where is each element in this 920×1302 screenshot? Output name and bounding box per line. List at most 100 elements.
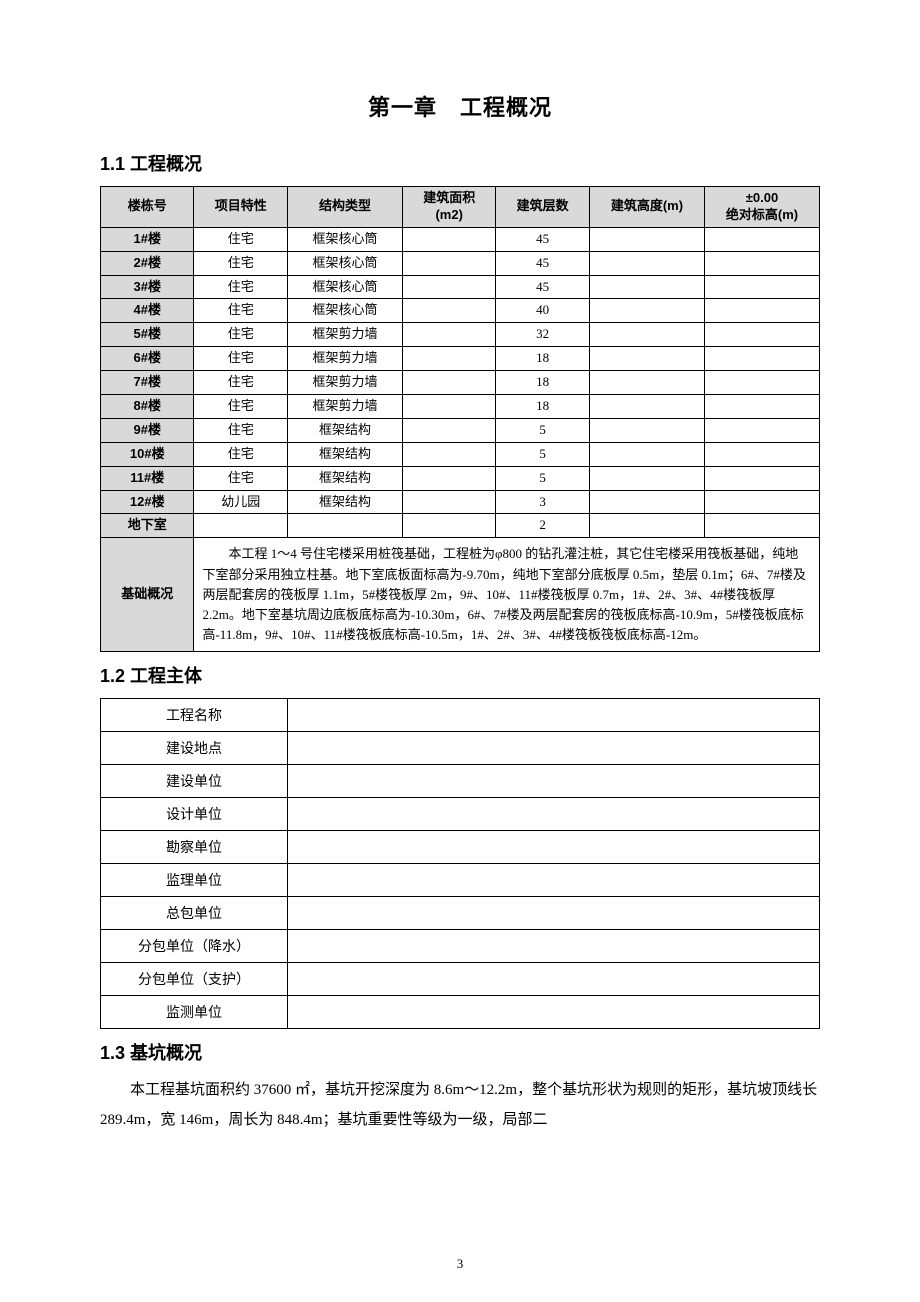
project-body-value xyxy=(287,798,819,831)
table-row: 勘察单位 xyxy=(101,831,820,864)
table-cell xyxy=(402,442,495,466)
th-building-no: 楼栋号 xyxy=(101,187,194,228)
table-cell xyxy=(402,347,495,371)
table-cell xyxy=(704,251,819,275)
table-cell: 5#楼 xyxy=(101,323,194,347)
table-cell xyxy=(704,371,819,395)
table-row-foundation: 基础概况本工程 1～4 号住宅楼采用桩筏基础，工程桩为φ800 的钻孔灌注桩，其… xyxy=(101,538,820,652)
table-cell: 5 xyxy=(496,418,589,442)
table-cell xyxy=(589,275,704,299)
table-cell: 幼儿园 xyxy=(194,490,287,514)
table-cell xyxy=(589,442,704,466)
project-body-value xyxy=(287,732,819,765)
project-body-value xyxy=(287,897,819,930)
table-cell xyxy=(589,514,704,538)
project-body-label: 勘察单位 xyxy=(101,831,288,864)
table-cell: 地下室 xyxy=(101,514,194,538)
table-row: 监测单位 xyxy=(101,996,820,1029)
th-abs-elev-line1: ±0.00 xyxy=(746,190,778,205)
table-cell: 32 xyxy=(496,323,589,347)
table-row: 建设地点 xyxy=(101,732,820,765)
table-cell xyxy=(589,251,704,275)
table-cell xyxy=(402,490,495,514)
table-cell: 住宅 xyxy=(194,395,287,419)
project-body-label: 分包单位（降水） xyxy=(101,930,288,963)
table-cell: 住宅 xyxy=(194,323,287,347)
table-cell: 框架结构 xyxy=(287,490,402,514)
table-cell: 框架核心筒 xyxy=(287,227,402,251)
table-row: 4#楼住宅框架核心筒40 xyxy=(101,299,820,323)
table1-head: 楼栋号 项目特性 结构类型 建筑面积 (m2) 建筑层数 建筑高度(m) ±0.… xyxy=(101,187,820,228)
table-cell: 7#楼 xyxy=(101,371,194,395)
table-cell xyxy=(589,323,704,347)
table-cell xyxy=(704,514,819,538)
table-cell: 2 xyxy=(496,514,589,538)
table-cell xyxy=(402,514,495,538)
project-body-value xyxy=(287,699,819,732)
section-1-3-paragraph: 本工程基坑面积约 37600 ㎡，基坑开挖深度为 8.6m～12.2m，整个基坑… xyxy=(100,1075,820,1135)
table-cell xyxy=(402,418,495,442)
table-cell xyxy=(589,490,704,514)
table-cell xyxy=(704,299,819,323)
table-cell: 框架核心筒 xyxy=(287,299,402,323)
project-body-value xyxy=(287,831,819,864)
table-cell: 住宅 xyxy=(194,227,287,251)
table-cell: 12#楼 xyxy=(101,490,194,514)
table-cell xyxy=(402,466,495,490)
table-cell: 框架核心筒 xyxy=(287,251,402,275)
table-cell xyxy=(402,323,495,347)
table2-body: 工程名称建设地点建设单位设计单位勘察单位监理单位总包单位分包单位（降水）分包单位… xyxy=(101,699,820,1029)
table-cell xyxy=(589,371,704,395)
table-cell xyxy=(287,514,402,538)
table-row: 12#楼幼儿园框架结构 3 xyxy=(101,490,820,514)
table-cell: 8#楼 xyxy=(101,395,194,419)
table-cell xyxy=(704,227,819,251)
table-cell xyxy=(704,323,819,347)
table-cell xyxy=(194,514,287,538)
table-cell: 10#楼 xyxy=(101,442,194,466)
table-cell: 框架剪力墙 xyxy=(287,371,402,395)
table-cell xyxy=(402,251,495,275)
table-row: 10#楼住宅框架结构5 xyxy=(101,442,820,466)
table-row: 建设单位 xyxy=(101,765,820,798)
table-cell: 9#楼 xyxy=(101,418,194,442)
project-body-label: 监测单位 xyxy=(101,996,288,1029)
table-row: 1#楼住宅框架核心筒45 xyxy=(101,227,820,251)
table-row: 设计单位 xyxy=(101,798,820,831)
table-row: 3#楼住宅框架核心筒45 xyxy=(101,275,820,299)
table-cell xyxy=(704,347,819,371)
table-cell xyxy=(402,371,495,395)
project-body-label: 建设地点 xyxy=(101,732,288,765)
table-cell: 住宅 xyxy=(194,371,287,395)
table-cell: 18 xyxy=(496,371,589,395)
th-area-line2: (m2) xyxy=(435,207,462,222)
table-row: 监理单位 xyxy=(101,864,820,897)
table-row: 5#楼住宅框架剪力墙 32 xyxy=(101,323,820,347)
project-body-value xyxy=(287,765,819,798)
table-row: 11#楼住宅框架结构5 xyxy=(101,466,820,490)
table-cell xyxy=(589,418,704,442)
table-cell xyxy=(589,227,704,251)
project-body-label: 设计单位 xyxy=(101,798,288,831)
document-page: 第一章 工程概况 1.1 工程概况 楼栋号 项目特性 结构类型 建筑面积 (m2… xyxy=(0,0,920,1302)
table-cell: 住宅 xyxy=(194,466,287,490)
table-cell: 1#楼 xyxy=(101,227,194,251)
table-cell: 3#楼 xyxy=(101,275,194,299)
th-area-line1: 建筑面积 xyxy=(423,190,475,205)
table-cell xyxy=(704,418,819,442)
table-row: 工程名称 xyxy=(101,699,820,732)
table-cell: 框架结构 xyxy=(287,442,402,466)
table-cell: 框架剪力墙 xyxy=(287,323,402,347)
table-cell xyxy=(704,275,819,299)
th-structure-type: 结构类型 xyxy=(287,187,402,228)
table-row: 地下室 2 xyxy=(101,514,820,538)
table-row: 8#楼住宅框架剪力墙18 xyxy=(101,395,820,419)
chapter-title: 第一章 工程概况 xyxy=(100,90,820,122)
table-cell: 框架剪力墙 xyxy=(287,347,402,371)
project-body-label: 建设单位 xyxy=(101,765,288,798)
section-1-3-title: 1.3 基坑概况 xyxy=(100,1039,820,1065)
table-cell xyxy=(402,395,495,419)
table-cell: 45 xyxy=(496,275,589,299)
table-row: 2#楼住宅框架核心筒45 xyxy=(101,251,820,275)
table-cell: 3 xyxy=(496,490,589,514)
